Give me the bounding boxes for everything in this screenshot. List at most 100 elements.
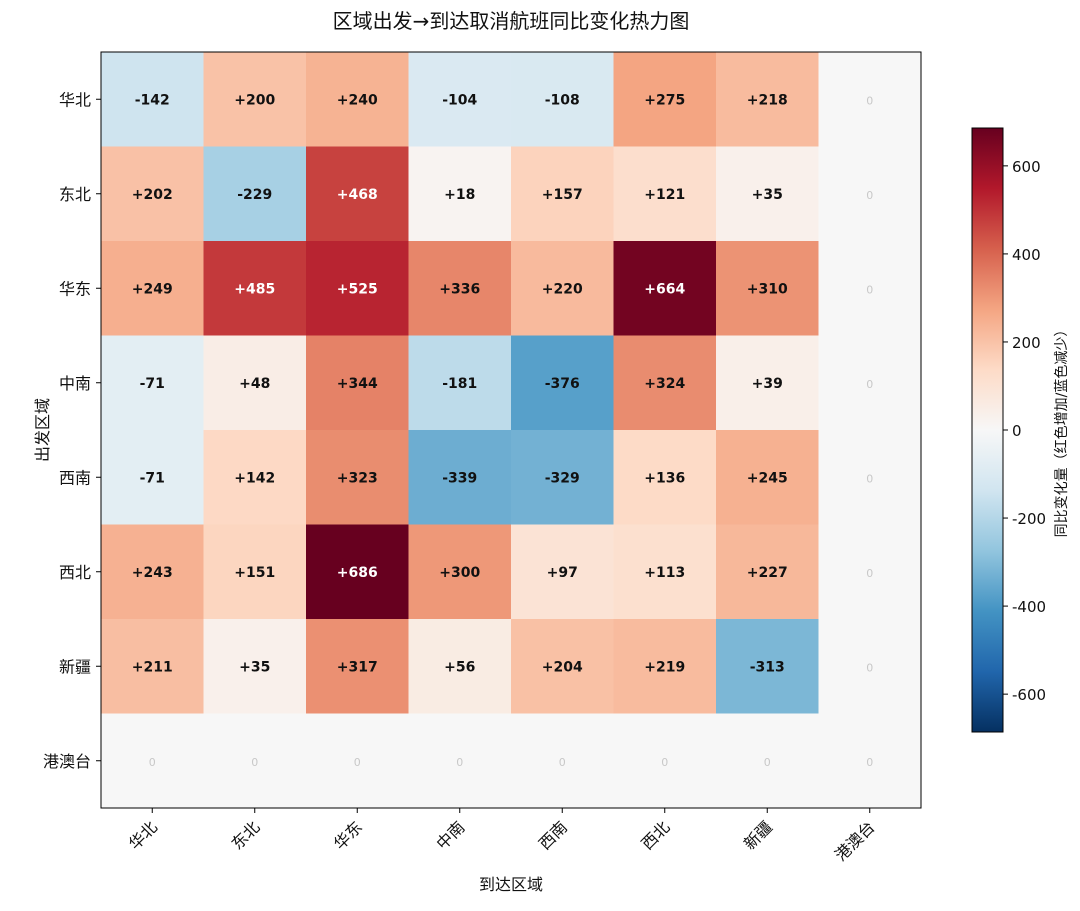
cell-value-label: +220 <box>542 281 583 297</box>
heatmap-cell <box>306 524 409 620</box>
colorbar <box>971 127 1004 733</box>
cell-value-label: 0 <box>149 756 156 769</box>
cell-value-label: +200 <box>234 92 275 108</box>
heatmap-cell <box>613 52 717 147</box>
cell-value-label: 0 <box>866 756 873 769</box>
x-axis-ticks: 华北 东北 华东 中南 西南 西北 新疆 港澳台 <box>125 808 879 865</box>
cell-value-label: +219 <box>644 659 685 675</box>
heatmap-cell <box>818 430 922 525</box>
heatmap-cell <box>101 430 204 525</box>
heatmap-cell <box>613 619 717 714</box>
heatmap-cell <box>408 524 512 620</box>
heatmap-cell <box>818 241 922 336</box>
heatmap-cell <box>203 619 307 714</box>
cell-value-label: +275 <box>644 92 685 108</box>
cell-value-label: +18 <box>444 187 475 203</box>
heatmap-cell <box>511 713 614 809</box>
cell-value-label: +485 <box>234 281 275 297</box>
heatmap-cell <box>511 430 614 525</box>
cell-value-label: +468 <box>337 187 378 203</box>
cell-value-label: +113 <box>644 565 685 581</box>
heatmap-cell <box>203 52 307 147</box>
heatmap-cell <box>203 430 307 525</box>
heatmap-cell <box>716 146 819 242</box>
cell-value-label: +525 <box>337 281 378 297</box>
cell-value-label: +218 <box>747 92 788 108</box>
cell-value-label: -329 <box>545 470 580 486</box>
colorbar-label: 同比变化量（红色增加/蓝色减少） <box>1053 323 1070 538</box>
cell-value-label: 0 <box>354 756 361 769</box>
cell-value-label: +245 <box>747 470 788 486</box>
colorbar-tick-label: 600 <box>1012 158 1041 176</box>
heatmap-cell <box>716 430 819 525</box>
colorbar-ticks: -600 -400 -200 0 200 400 600 <box>1003 158 1046 704</box>
cell-value-label: +664 <box>644 281 685 297</box>
heatmap-cell <box>306 713 409 809</box>
heatmap-cell <box>203 146 307 242</box>
cell-value-label: 0 <box>866 283 873 296</box>
cell-value-label: 0 <box>866 94 873 107</box>
cell-value-label: +56 <box>444 659 475 675</box>
colorbar-tick-label: 400 <box>1012 246 1041 264</box>
heatmap-cell <box>818 619 922 714</box>
cell-value-label: 0 <box>456 756 463 769</box>
cell-value-label: 0 <box>866 567 873 580</box>
heatmap-cell <box>511 241 614 336</box>
cell-value-label: -104 <box>442 92 477 108</box>
y-tick-label: 西北 <box>59 563 91 582</box>
cell-value-label: +240 <box>337 92 378 108</box>
x-tick-label: 东北 <box>228 817 264 853</box>
heatmap-cell <box>716 335 819 431</box>
colorbar-tick-label: -600 <box>1012 686 1046 704</box>
cell-value-label: -108 <box>545 92 580 108</box>
x-tick-label: 华北 <box>125 817 161 853</box>
heatmap-cell <box>818 52 922 147</box>
heatmap-cell <box>716 241 819 336</box>
y-tick-label: 东北 <box>59 185 91 204</box>
colorbar-tick-label: -200 <box>1012 510 1046 528</box>
heatmap-cell <box>613 241 717 336</box>
cell-value-label: -339 <box>442 470 477 486</box>
cell-value-label: +142 <box>234 470 275 486</box>
heatmap-cell <box>101 713 204 809</box>
cell-value-label: +204 <box>542 659 583 675</box>
heatmap-cell <box>818 335 922 431</box>
heatmap-cell <box>203 713 307 809</box>
cell-value-label: +39 <box>752 376 783 392</box>
heatmap-cell <box>306 52 409 147</box>
heatmap-cell <box>101 146 204 242</box>
heatmap-cell <box>306 335 409 431</box>
cell-value-label: -181 <box>442 376 477 392</box>
x-tick-label: 西北 <box>638 817 674 853</box>
cell-value-label: +227 <box>747 565 788 581</box>
cell-value-label: +310 <box>747 281 788 297</box>
plot-frame <box>100 51 922 809</box>
heatmap-cell <box>203 524 307 620</box>
heatmap-cell <box>613 524 717 620</box>
heatmap-cell <box>101 52 204 147</box>
heatmap-cell <box>511 619 614 714</box>
y-axis-label: 出发区域 <box>33 398 52 462</box>
heatmap-cell <box>306 241 409 336</box>
cell-value-label: +48 <box>239 376 270 392</box>
cell-value-label: -313 <box>750 659 785 675</box>
heatmap-cell <box>101 335 204 431</box>
cell-value-label: -71 <box>140 376 165 392</box>
cell-value-label: +324 <box>644 376 685 392</box>
heatmap-cell <box>716 619 819 714</box>
heatmap-cell <box>306 619 409 714</box>
heatmap-cell <box>613 713 717 809</box>
cell-value-label: +686 <box>337 565 378 581</box>
cell-value-label: 0 <box>559 756 566 769</box>
heatmap-cell <box>818 713 922 809</box>
cell-value-label: +249 <box>132 281 173 297</box>
cell-value-label: +300 <box>439 565 480 581</box>
cell-value-label: +35 <box>239 659 270 675</box>
cell-value-label: +336 <box>439 281 480 297</box>
cell-value-label: 0 <box>866 661 873 674</box>
cell-value-label: -142 <box>135 92 170 108</box>
heatmap-cell <box>613 335 717 431</box>
heatmap-cell <box>818 146 922 242</box>
